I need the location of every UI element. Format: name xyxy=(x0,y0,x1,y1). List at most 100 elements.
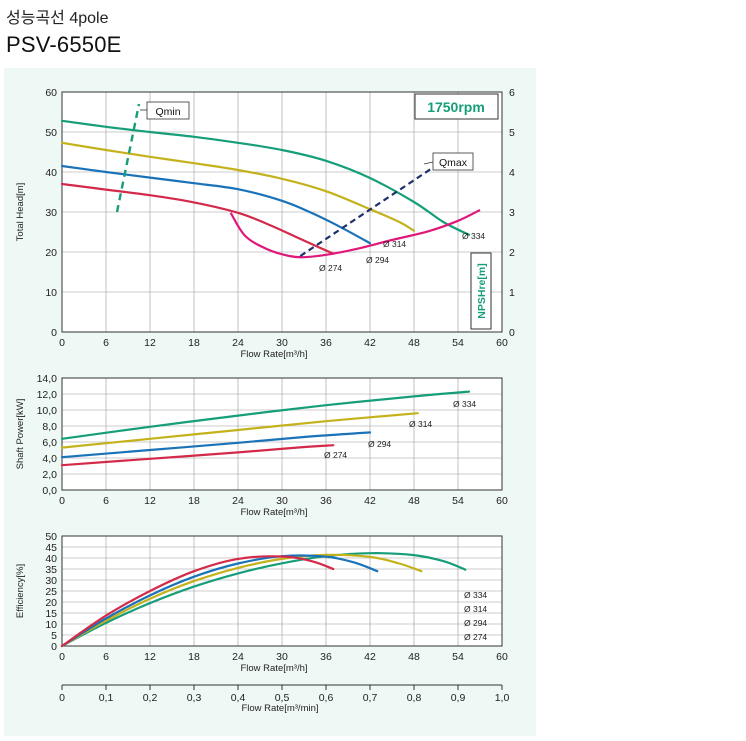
qmin-line xyxy=(115,103,141,213)
flow-min-axis-title: Flow Rate[m³/min] xyxy=(241,703,318,714)
flow-min-tick-label: 0,6 xyxy=(319,692,334,704)
head-y2-tick-label: 5 xyxy=(509,127,515,139)
flow-min-tick-label: 0,3 xyxy=(187,692,202,704)
flow-min-tick-label: 0,8 xyxy=(407,692,422,704)
efficiency-x-tick-label: 6 xyxy=(103,651,109,663)
head-y-tick-label: 0 xyxy=(51,327,57,339)
power-x-tick-label: 54 xyxy=(452,495,464,507)
efficiency-curve xyxy=(60,552,467,648)
head-x-tick-label: 0 xyxy=(59,337,65,349)
head-y2-tick-label: 1 xyxy=(509,287,515,299)
head-y2-tick-label: 4 xyxy=(509,167,515,179)
power-y-axis-title: Shaft Power[kW] xyxy=(15,399,26,470)
flow-min-tick-label: 0 xyxy=(59,692,65,704)
efficiency-x-tick-label: 12 xyxy=(144,651,156,663)
qmax-box xyxy=(432,152,474,171)
power-y-tick-label: 0,0 xyxy=(42,485,57,497)
head-x-tick-label: 60 xyxy=(496,337,508,349)
qmin-label: Qmin xyxy=(155,106,180,118)
head-diameter-label: Ø 334 xyxy=(462,231,485,241)
flow-min-tick-label: 0,9 xyxy=(451,692,466,704)
power-x-tick-label: 18 xyxy=(188,495,200,507)
qmin-box xyxy=(146,101,190,120)
efficiency-x-tick-label: 54 xyxy=(452,651,464,663)
efficiency-y-tick-label: 15 xyxy=(45,608,57,620)
head-curve xyxy=(60,141,416,232)
head-curve xyxy=(60,119,471,236)
head-x-tick-label: 54 xyxy=(452,337,464,349)
qmax-leader xyxy=(423,161,434,165)
efficiency-y-tick-label: 40 xyxy=(45,553,57,565)
efficiency-y-tick-label: 0 xyxy=(51,641,57,653)
efficiency-y-tick-label: 5 xyxy=(51,630,57,642)
head-curve xyxy=(60,164,372,245)
head-diameter-label: Ø 274 xyxy=(319,263,342,273)
head-y2-tick-label: 0 xyxy=(509,327,515,339)
speed-label: 1750rpm xyxy=(427,99,485,115)
head-diameter-label: Ø 314 xyxy=(383,239,406,249)
efficiency-curve xyxy=(60,555,335,648)
efficiency-curve xyxy=(60,553,423,648)
head-diameter-label: Ø 294 xyxy=(366,255,389,265)
power-x-tick-label: 24 xyxy=(232,495,244,507)
head-y-tick-label: 10 xyxy=(45,287,57,299)
npsh-title-box xyxy=(470,252,492,330)
flow-min-axis: 0 0,1 0,2 0,3 0,4 0,5 0,6 0,7 0,8 0,9 1,0 Flow Rate… xyxy=(59,684,509,714)
power-curve xyxy=(60,412,419,449)
power-y-tick-label: 10,0 xyxy=(37,405,58,417)
efficiency-y-tick-label: 25 xyxy=(45,586,57,598)
power-x-tick-label: 0 xyxy=(59,495,65,507)
head-x-tick-label: 48 xyxy=(408,337,420,349)
power-curve xyxy=(60,444,335,467)
efficiency-y-axis-title: Efficiency[%] xyxy=(15,564,26,618)
power-y-tick-label: 6,0 xyxy=(42,437,57,449)
power-x-tick-label: 6 xyxy=(103,495,109,507)
head-y2-tick-label: 3 xyxy=(509,207,515,219)
head-y-tick-label: 30 xyxy=(45,207,57,219)
efficiency-diameter-label: Ø 334 xyxy=(464,590,487,600)
power-y-tick-label: 4,0 xyxy=(42,453,57,465)
head-y-tick-label: 20 xyxy=(45,247,57,259)
power-y-tick-label: 2,0 xyxy=(42,469,57,481)
power-chart: 0 6 12 18 24 30 36 42 48 54 60 0,0 2,0 4,0 6,0 8,0 10,0 1… xyxy=(15,373,508,518)
flow-min-tick-label: 0,4 xyxy=(231,692,246,704)
efficiency-y-tick-label: 20 xyxy=(45,597,57,609)
efficiency-x-tick-label: 18 xyxy=(188,651,200,663)
efficiency-x-tick-label: 36 xyxy=(320,651,332,663)
power-diameter-label: Ø 334 xyxy=(453,399,476,409)
head-x-tick-label: 36 xyxy=(320,337,332,349)
power-x-tick-label: 42 xyxy=(364,495,376,507)
efficiency-chart: 0 6 12 18 24 30 36 42 48 54 6005101520253035404550… xyxy=(15,531,508,674)
efficiency-y-tick-label: 30 xyxy=(45,575,57,587)
efficiency-x-tick-label: 0 xyxy=(59,651,65,663)
efficiency-x-tick-label: 48 xyxy=(408,651,420,663)
power-curve xyxy=(60,390,471,440)
power-diameter-label: Ø 314 xyxy=(409,419,432,429)
head-x-axis-title: Flow Rate[m³/h] xyxy=(240,349,307,360)
head-x-tick-label: 24 xyxy=(232,337,244,349)
power-plot-border xyxy=(61,377,503,491)
flow-min-tick-label: 0,2 xyxy=(143,692,158,704)
qmax-label: Qmax xyxy=(439,157,468,169)
head-y2-tick-label: 2 xyxy=(509,247,515,259)
efficiency-x-tick-label: 30 xyxy=(276,651,288,663)
efficiency-y-tick-label: 10 xyxy=(45,619,57,631)
power-y-tick-label: 12,0 xyxy=(37,389,58,401)
head-x-tick-label: 18 xyxy=(188,337,200,349)
npsh-curve xyxy=(229,209,481,259)
power-y-tick-label: 14,0 xyxy=(37,373,58,385)
efficiency-x-tick-label: 24 xyxy=(232,651,244,663)
efficiency-x-tick-label: 60 xyxy=(496,651,508,663)
efficiency-diameter-label: Ø 274 xyxy=(464,632,487,642)
efficiency-plot-border xyxy=(61,535,503,647)
speed-box xyxy=(414,93,499,120)
power-x-axis-title: Flow Rate[m³/h] xyxy=(240,507,307,518)
model-name: PSV-6550E xyxy=(6,32,122,57)
flow-min-tick-label: 0,7 xyxy=(363,692,378,704)
efficiency-diameter-label: Ø 294 xyxy=(464,618,487,628)
npsh-axis-title: NPSHre[m] xyxy=(476,263,488,318)
flow-min-tick-label: 0,1 xyxy=(99,692,114,704)
power-diameter-label: Ø 294 xyxy=(368,439,391,449)
